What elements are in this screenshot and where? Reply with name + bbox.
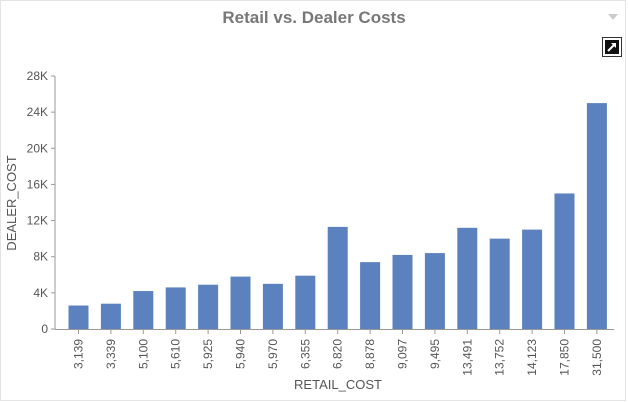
x-tick-label: 6,355 [298, 339, 312, 369]
x-tick-label: 9,495 [428, 339, 442, 369]
bar[interactable] [262, 283, 283, 329]
bar[interactable] [424, 253, 445, 329]
y-tick-label: 24K [27, 105, 48, 119]
bar[interactable] [522, 229, 543, 329]
x-axis: 3,139 3,339 5,100 5,610 5,925 5,940 5,970 6,355… [55, 329, 614, 376]
x-tick-label: 31,500 [590, 339, 604, 376]
bar[interactable] [100, 303, 121, 329]
bar[interactable] [586, 103, 607, 329]
bar[interactable] [68, 305, 89, 329]
expand-chart-button[interactable] [602, 37, 622, 57]
y-axis-title: DEALER_COST [4, 155, 19, 250]
x-tick-label: 5,970 [266, 339, 280, 369]
y-tick-label: 8K [33, 250, 48, 264]
y-tick-label: 0 [41, 322, 48, 336]
x-tick-label: 5,100 [136, 339, 150, 369]
bar[interactable] [230, 276, 251, 329]
bar[interactable] [295, 275, 316, 329]
x-tick-label: 17,850 [558, 339, 572, 376]
expand-arrow-icon [605, 40, 619, 54]
x-tick-label: 5,925 [201, 339, 215, 369]
bar[interactable] [327, 226, 348, 329]
x-tick-label: 13,752 [493, 339, 507, 376]
x-tick-label: 5,940 [234, 339, 248, 369]
y-tick-label: 16K [27, 177, 48, 191]
bar[interactable] [360, 262, 381, 329]
bar[interactable] [489, 238, 510, 329]
x-tick-label: 8,878 [363, 339, 377, 369]
y-tick-label: 20K [27, 141, 48, 155]
bar[interactable] [133, 291, 154, 329]
y-tick-label: 4K [33, 286, 48, 300]
bar[interactable] [554, 193, 575, 329]
bar[interactable] [392, 254, 413, 329]
y-tick-label: 28K [27, 69, 48, 83]
x-axis-title: RETAIL_COST [294, 377, 382, 392]
y-axis: 0 4K 8K 12K 16K 20K 24K 28K [27, 69, 56, 336]
bars [68, 103, 607, 329]
x-tick-label: 5,610 [169, 339, 183, 369]
bar[interactable] [457, 227, 478, 329]
bar[interactable] [198, 284, 219, 329]
chart-title: Retail vs. Dealer Costs [222, 8, 406, 27]
x-tick-label: 13,491 [460, 339, 474, 376]
panel-menu-dropdown-icon[interactable] [608, 14, 618, 20]
x-tick-label: 14,123 [525, 339, 539, 376]
x-tick-label: 3,339 [104, 339, 118, 369]
x-tick-label: 9,097 [396, 339, 410, 369]
bar[interactable] [165, 287, 186, 329]
y-tick-label: 12K [27, 214, 48, 228]
x-tick-label: 3,139 [72, 339, 86, 369]
x-tick-label: 6,820 [331, 339, 345, 369]
